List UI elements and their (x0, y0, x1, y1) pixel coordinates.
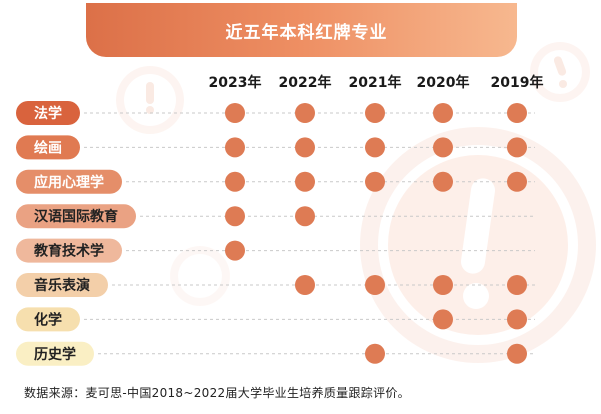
faint-warning-icon-left (170, 246, 230, 306)
category-label: 教育技术学 (34, 243, 104, 260)
small-warning-icon-right (530, 42, 590, 102)
year-header: 2019年 (491, 74, 544, 91)
category-pill (16, 238, 122, 263)
data-dot (225, 240, 245, 261)
data-dot (295, 275, 315, 295)
large-warning-icon (360, 127, 596, 363)
category-label: 汉语国际教育 (34, 208, 118, 225)
data-dot (507, 171, 527, 192)
category-label: 音乐表演 (34, 277, 90, 294)
data-dot (507, 343, 527, 364)
category-pill (16, 169, 122, 194)
data-dot (433, 103, 453, 123)
year-header: 2022年 (279, 74, 332, 91)
data-dot (433, 275, 453, 295)
data-dot (225, 137, 245, 158)
category-label: 绘画 (34, 139, 62, 156)
title-banner: 近五年本科红牌专业 (86, 3, 517, 57)
category-label: 化学 (34, 311, 62, 328)
data-dot (365, 171, 385, 192)
data-dot (295, 137, 315, 158)
data-dot (365, 343, 385, 364)
category-label: 法学 (34, 105, 62, 122)
year-header: 2020年 (417, 74, 470, 91)
category-pill (16, 204, 136, 229)
category-pill (16, 135, 80, 160)
data-dot (507, 103, 527, 123)
data-dot (433, 171, 453, 192)
data-dot (295, 206, 315, 227)
data-dot (507, 137, 527, 158)
category-pill (16, 307, 80, 332)
data-dot (365, 103, 385, 123)
data-source-note: 数据来源：麦可思-中国2018~2022届大学毕业生培养质量跟踪评价。 (24, 386, 410, 400)
year-header: 2023年 (209, 74, 262, 91)
year-header: 2021年 (349, 74, 402, 91)
data-dot (295, 103, 315, 123)
category-pill (16, 341, 94, 366)
data-dot (507, 275, 527, 295)
category-label: 应用心理学 (34, 174, 104, 191)
data-dot (225, 206, 245, 227)
data-dot (225, 103, 245, 123)
data-dot (433, 137, 453, 158)
data-dot (295, 171, 315, 192)
category-label: 历史学 (34, 346, 76, 363)
data-dot (365, 275, 385, 295)
category-pill (16, 273, 108, 297)
data-dot (365, 137, 385, 158)
data-dot (433, 309, 453, 330)
chart-title: 近五年本科红牌专业 (225, 22, 388, 43)
data-dot (507, 309, 527, 330)
data-dot (225, 171, 245, 192)
category-pill (16, 101, 80, 125)
